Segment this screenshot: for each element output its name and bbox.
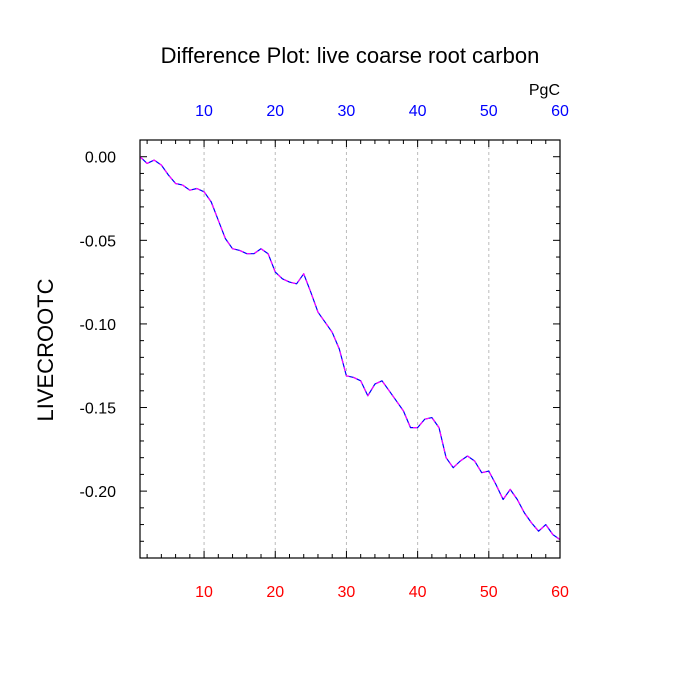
x-tick-label-top: 20 — [266, 103, 284, 120]
x-tick-label-top: 50 — [480, 103, 498, 120]
x-tick-label-top: 60 — [551, 103, 569, 120]
units-label: PgC — [529, 82, 560, 99]
series-layer — [139, 156, 561, 541]
x-tick-label-bottom: 60 — [551, 584, 569, 601]
y-tick-label: -0.15 — [80, 401, 117, 418]
series-line-dashed — [139, 156, 561, 541]
x-tick-label-bottom: 50 — [480, 584, 498, 601]
chart-title: Difference Plot: live coarse root carbon — [161, 43, 540, 68]
series-line — [139, 156, 561, 541]
x-tick-label-bottom: 20 — [266, 584, 284, 601]
axis-ticks — [140, 139, 561, 559]
x-tick-label-bottom: 10 — [195, 584, 213, 601]
y-tick-label: -0.20 — [80, 484, 117, 501]
plot-frame — [139, 139, 561, 559]
y-axis-label: LIVECROOTC — [33, 278, 58, 421]
y-tick-label: 0.00 — [85, 150, 116, 167]
y-tick-label: -0.10 — [80, 317, 117, 334]
x-tick-label-bottom: 40 — [409, 584, 427, 601]
tick-labels: 10 10 20 20 30 30 40 40 50 50 60 60 0.00 -0.05 -0.10 -0… — [80, 103, 569, 601]
x-tick-label-top: 40 — [409, 103, 427, 120]
y-tick-label: -0.05 — [80, 233, 117, 250]
x-tick-label-bottom: 30 — [338, 584, 356, 601]
x-tick-label-top: 10 — [195, 103, 213, 120]
x-tick-label-top: 30 — [338, 103, 356, 120]
